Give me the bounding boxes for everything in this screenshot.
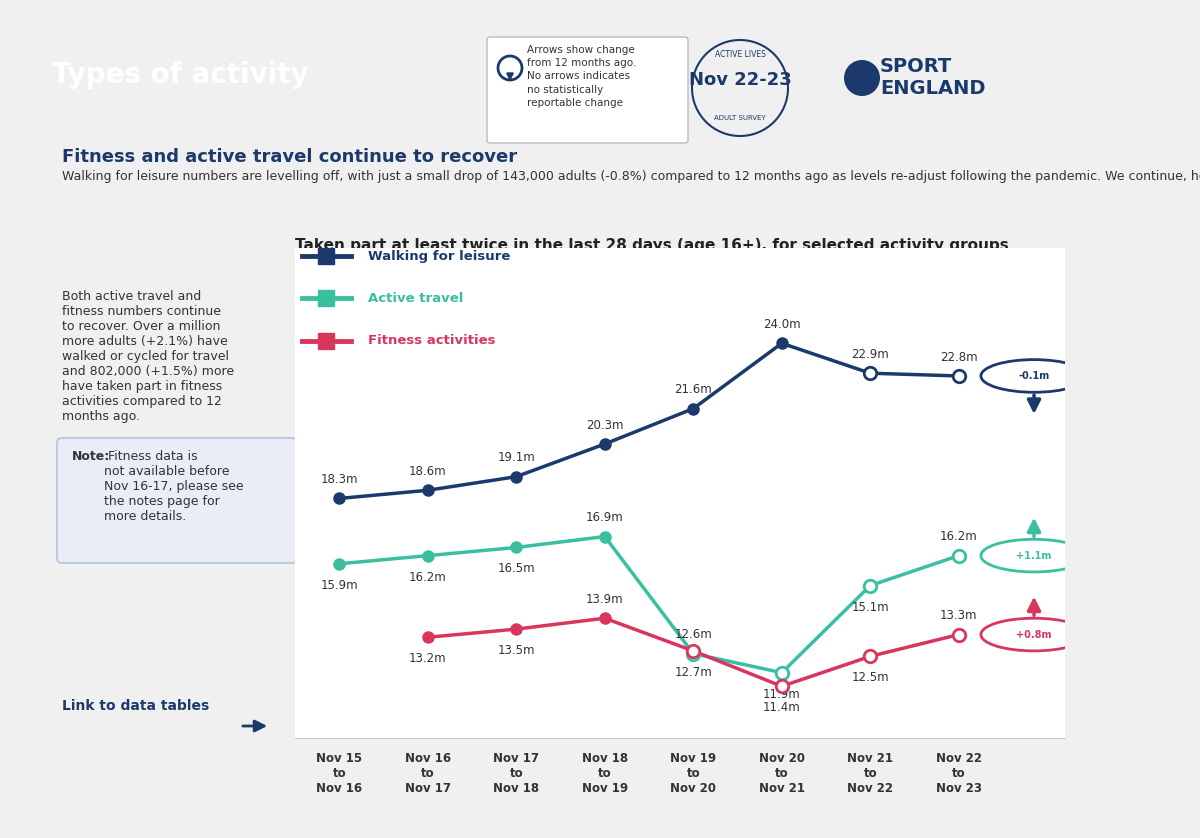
Text: Fitness and active travel continue to recover: Fitness and active travel continue to re…: [62, 148, 517, 166]
Text: Nov 22-23: Nov 22-23: [689, 71, 791, 89]
Text: +1.1m: +1.1m: [1016, 551, 1051, 561]
Text: ADULT SURVEY: ADULT SURVEY: [714, 115, 766, 121]
Text: 13.3m: 13.3m: [940, 609, 978, 623]
Text: Active travel: Active travel: [368, 292, 464, 305]
FancyBboxPatch shape: [487, 37, 688, 143]
Text: 21.6m: 21.6m: [674, 383, 712, 396]
Text: Both active travel and
fitness numbers continue
to recover. Over a million
more : Both active travel and fitness numbers c…: [62, 290, 234, 423]
Text: 22.9m: 22.9m: [852, 348, 889, 361]
Text: 12.6m: 12.6m: [674, 628, 712, 641]
Text: 12.5m: 12.5m: [852, 671, 889, 685]
Text: 13.2m: 13.2m: [409, 652, 446, 665]
Text: Taken part at least twice in the last 28 days (age 16+), for selected activity g: Taken part at least twice in the last 28…: [295, 238, 1009, 253]
Text: Note:: Note:: [72, 450, 110, 463]
Circle shape: [980, 618, 1087, 651]
Circle shape: [844, 60, 880, 96]
Text: 24.0m: 24.0m: [763, 318, 800, 331]
Text: 18.3m: 18.3m: [320, 473, 358, 486]
Text: Arrows show change
from 12 months ago.
No arrows indicates
no statistically
repo: Arrows show change from 12 months ago. N…: [527, 45, 636, 108]
Text: Walking for leisure: Walking for leisure: [368, 250, 511, 262]
Text: 16.2m: 16.2m: [409, 571, 446, 583]
Text: 20.3m: 20.3m: [586, 419, 624, 432]
Text: 11.4m: 11.4m: [763, 701, 800, 714]
Text: 11.9m: 11.9m: [763, 688, 800, 701]
Text: ACTIVE LIVES: ACTIVE LIVES: [714, 50, 766, 59]
FancyBboxPatch shape: [58, 438, 298, 563]
Text: 13.9m: 13.9m: [586, 593, 624, 606]
Text: Link to data tables: Link to data tables: [62, 699, 209, 713]
Text: Fitness activities: Fitness activities: [368, 334, 496, 347]
Circle shape: [980, 360, 1087, 392]
Text: 16.2m: 16.2m: [940, 530, 978, 543]
Text: 13.5m: 13.5m: [498, 644, 535, 657]
Text: 16.5m: 16.5m: [498, 562, 535, 576]
Circle shape: [980, 540, 1087, 572]
Text: 15.9m: 15.9m: [320, 579, 358, 592]
Text: 22.8m: 22.8m: [940, 350, 978, 364]
Text: Fitness data is
not available before
Nov 16-17, please see
the notes page for
mo: Fitness data is not available before Nov…: [104, 450, 244, 523]
Text: -0.1m: -0.1m: [1019, 371, 1050, 381]
Text: Walking for leisure numbers are levelling off, with just a small drop of 143,000: Walking for leisure numbers are levellin…: [62, 170, 1200, 183]
Text: +0.8m: +0.8m: [1016, 629, 1051, 639]
Text: 12.7m: 12.7m: [674, 666, 712, 679]
Text: SPORT
ENGLAND: SPORT ENGLAND: [880, 58, 985, 99]
Text: 19.1m: 19.1m: [497, 452, 535, 464]
Text: 18.6m: 18.6m: [409, 465, 446, 478]
Text: 16.9m: 16.9m: [586, 511, 624, 525]
Text: 15.1m: 15.1m: [852, 601, 889, 613]
Text: Types of activity: Types of activity: [52, 61, 308, 89]
